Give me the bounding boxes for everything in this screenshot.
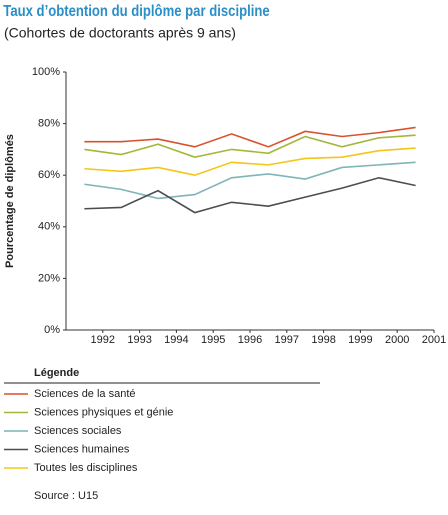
y-tick-label: 80% bbox=[38, 118, 60, 130]
x-tick-label: 1998 bbox=[311, 334, 335, 346]
y-tick-label: 40% bbox=[38, 221, 60, 233]
y-axis-label: Pourcentage de diplômés bbox=[4, 134, 16, 268]
y-tick-label: 0% bbox=[44, 324, 60, 336]
series-line bbox=[84, 147, 416, 177]
legend-title: Légende bbox=[34, 367, 79, 379]
x-tick-label: 1997 bbox=[275, 334, 299, 346]
x-tick-label: 1995 bbox=[201, 334, 225, 346]
chart-subtitle: (Cohortes de doctorants après 9 ans) bbox=[4, 25, 236, 41]
x-tick-label: 1993 bbox=[127, 334, 151, 346]
legend-label: Sciences sociales bbox=[34, 425, 122, 437]
x-tick-label: 1992 bbox=[91, 334, 115, 346]
legend-label: Toutes les disciplines bbox=[34, 462, 138, 474]
series-line bbox=[84, 176, 416, 214]
x-tick-label: 1996 bbox=[238, 334, 262, 346]
source: Source : U15 bbox=[34, 490, 98, 502]
y-tick-label: 100% bbox=[32, 66, 60, 78]
x-tick-label: 1994 bbox=[164, 334, 188, 346]
legend-label: Sciences physiques et génie bbox=[34, 406, 173, 418]
x-tick-label: 2001 bbox=[422, 334, 446, 346]
series-line bbox=[84, 161, 416, 200]
chart-title: Taux d’obtention du diplôme par discipli… bbox=[3, 3, 269, 20]
legend-label: Sciences de la santé bbox=[34, 388, 136, 400]
legend-label: Sciences humaines bbox=[34, 443, 130, 455]
series-line bbox=[84, 134, 416, 158]
x-tick-label: 2000 bbox=[385, 334, 409, 346]
x-tick-label: 1999 bbox=[348, 334, 372, 346]
y-tick-label: 20% bbox=[38, 272, 60, 284]
series-line bbox=[84, 126, 416, 148]
y-tick-label: 60% bbox=[38, 169, 60, 181]
